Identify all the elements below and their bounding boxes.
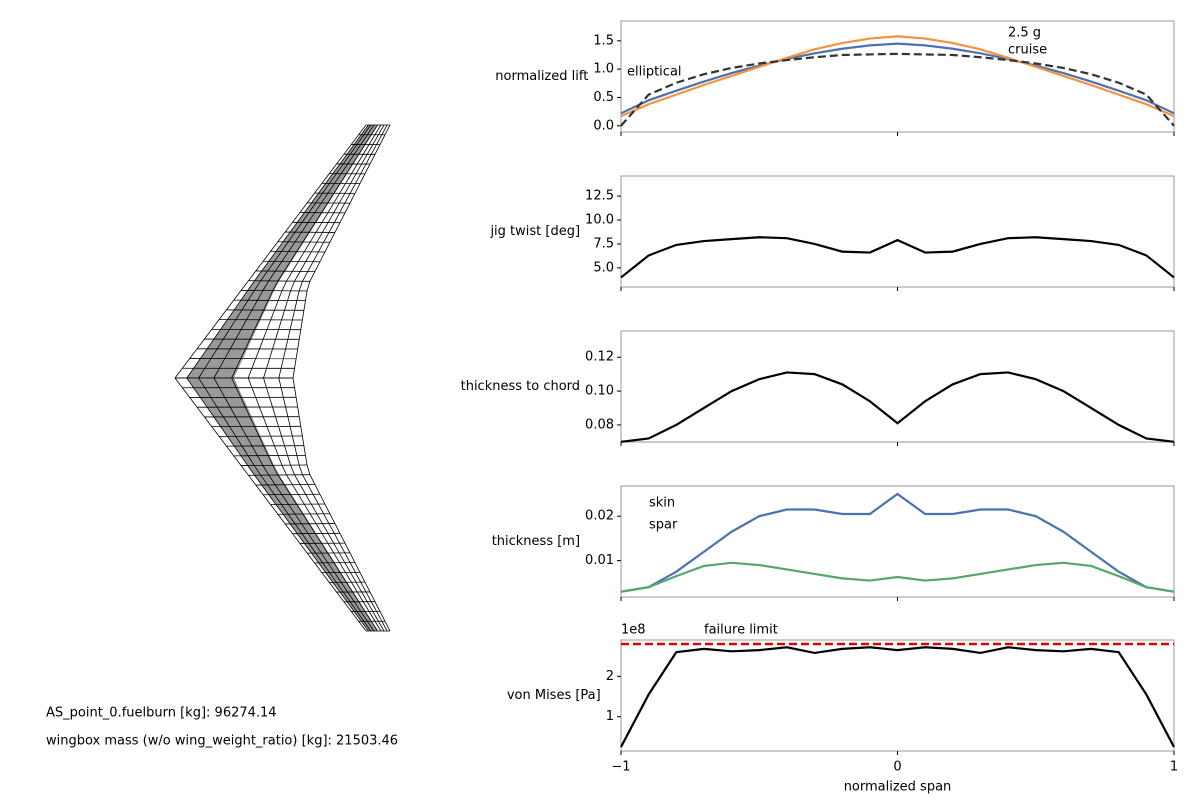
y-tick-label: 0.5 (593, 90, 614, 105)
series-line (620, 371, 1175, 443)
series-line (620, 42, 1175, 115)
y-tick-label: 5.0 (593, 260, 614, 275)
mesh-line (292, 124, 391, 379)
mesh-line (255, 484, 315, 486)
mesh-line (186, 377, 369, 632)
y-tick-label: 1 (606, 709, 614, 724)
fuelburn-text: AS_point_0.fuelburn [kg]: 96274.14 (46, 706, 277, 721)
mesh-line (263, 124, 385, 379)
y-axis-label: normalized lift (495, 69, 588, 84)
axes-frame (620, 485, 1175, 598)
y-axis-label: thickness [m] (492, 534, 580, 549)
mesh-line (231, 377, 378, 632)
mesh-line (278, 124, 388, 379)
mesh-line (255, 270, 315, 272)
mesh-line (198, 124, 372, 379)
x-axis-label: normalized span (844, 780, 952, 795)
x-tick-label: 1 (1170, 760, 1178, 775)
mesh-line (263, 493, 320, 496)
series-line (620, 561, 1175, 593)
y-tick-label: 2 (606, 669, 614, 684)
y-tick-label: 10.0 (585, 213, 614, 228)
y-axis-label: thickness to chord (461, 379, 580, 394)
series-label: 2.5 g (1008, 26, 1041, 41)
mesh-line (278, 377, 388, 632)
offset-label: 1e8 (621, 623, 646, 638)
wing-mesh (174, 124, 391, 632)
series-label: elliptical (627, 65, 682, 80)
mesh-line (233, 454, 306, 457)
series-line (620, 35, 1175, 118)
y-tick-label: 0.02 (585, 509, 614, 524)
axes-frame (620, 20, 1175, 133)
x-tick-label: −1 (611, 760, 630, 775)
mesh-line (231, 124, 378, 379)
y-tick-label: 1.5 (593, 33, 614, 48)
series-line (620, 646, 1175, 748)
y-tick-label: 1.0 (593, 62, 614, 77)
axes-frame (620, 175, 1175, 288)
mesh-line (292, 377, 391, 632)
mesh-line (233, 299, 306, 302)
mesh-line (213, 377, 375, 632)
series-line (620, 492, 1175, 593)
y-tick-label: 7.5 (593, 236, 614, 251)
series-label: cruise (1008, 43, 1047, 58)
mesh-line (248, 474, 310, 476)
mesh-line (213, 124, 375, 379)
y-axis-label: jig twist [deg] (489, 224, 580, 239)
y-tick-label: 0.01 (585, 553, 614, 568)
mesh-line (247, 377, 382, 632)
y-tick-label: 0.10 (585, 384, 614, 399)
mesh-line (186, 124, 369, 379)
y-tick-label: 12.5 (585, 189, 614, 204)
y-tick-label: 0.0 (593, 118, 614, 133)
mesh-line (174, 124, 367, 379)
y-tick-label: 0.08 (585, 417, 614, 432)
mesh-line (263, 260, 320, 263)
y-tick-label: 0.12 (585, 350, 614, 365)
mesh-line (241, 290, 308, 292)
wingbox-mass-text: wingbox mass (w/o wing_weight_ratio) [kg… (46, 734, 398, 749)
series-line (620, 236, 1175, 279)
x-tick-label: 0 (893, 760, 901, 775)
y-axis-label: von Mises [Pa] (507, 688, 601, 703)
mesh-line (248, 280, 310, 282)
series-label: spar (649, 518, 678, 533)
mesh-line (198, 377, 372, 632)
mesh-line (263, 377, 385, 632)
series-label: skin (649, 496, 675, 511)
axes-frame (620, 330, 1175, 443)
mesh-line (241, 464, 308, 466)
series-line (620, 52, 1175, 127)
mesh-line (174, 377, 367, 632)
failure-limit-label: failure limit (704, 623, 778, 638)
mesh-line (247, 124, 382, 379)
axes-frame (620, 639, 1175, 752)
